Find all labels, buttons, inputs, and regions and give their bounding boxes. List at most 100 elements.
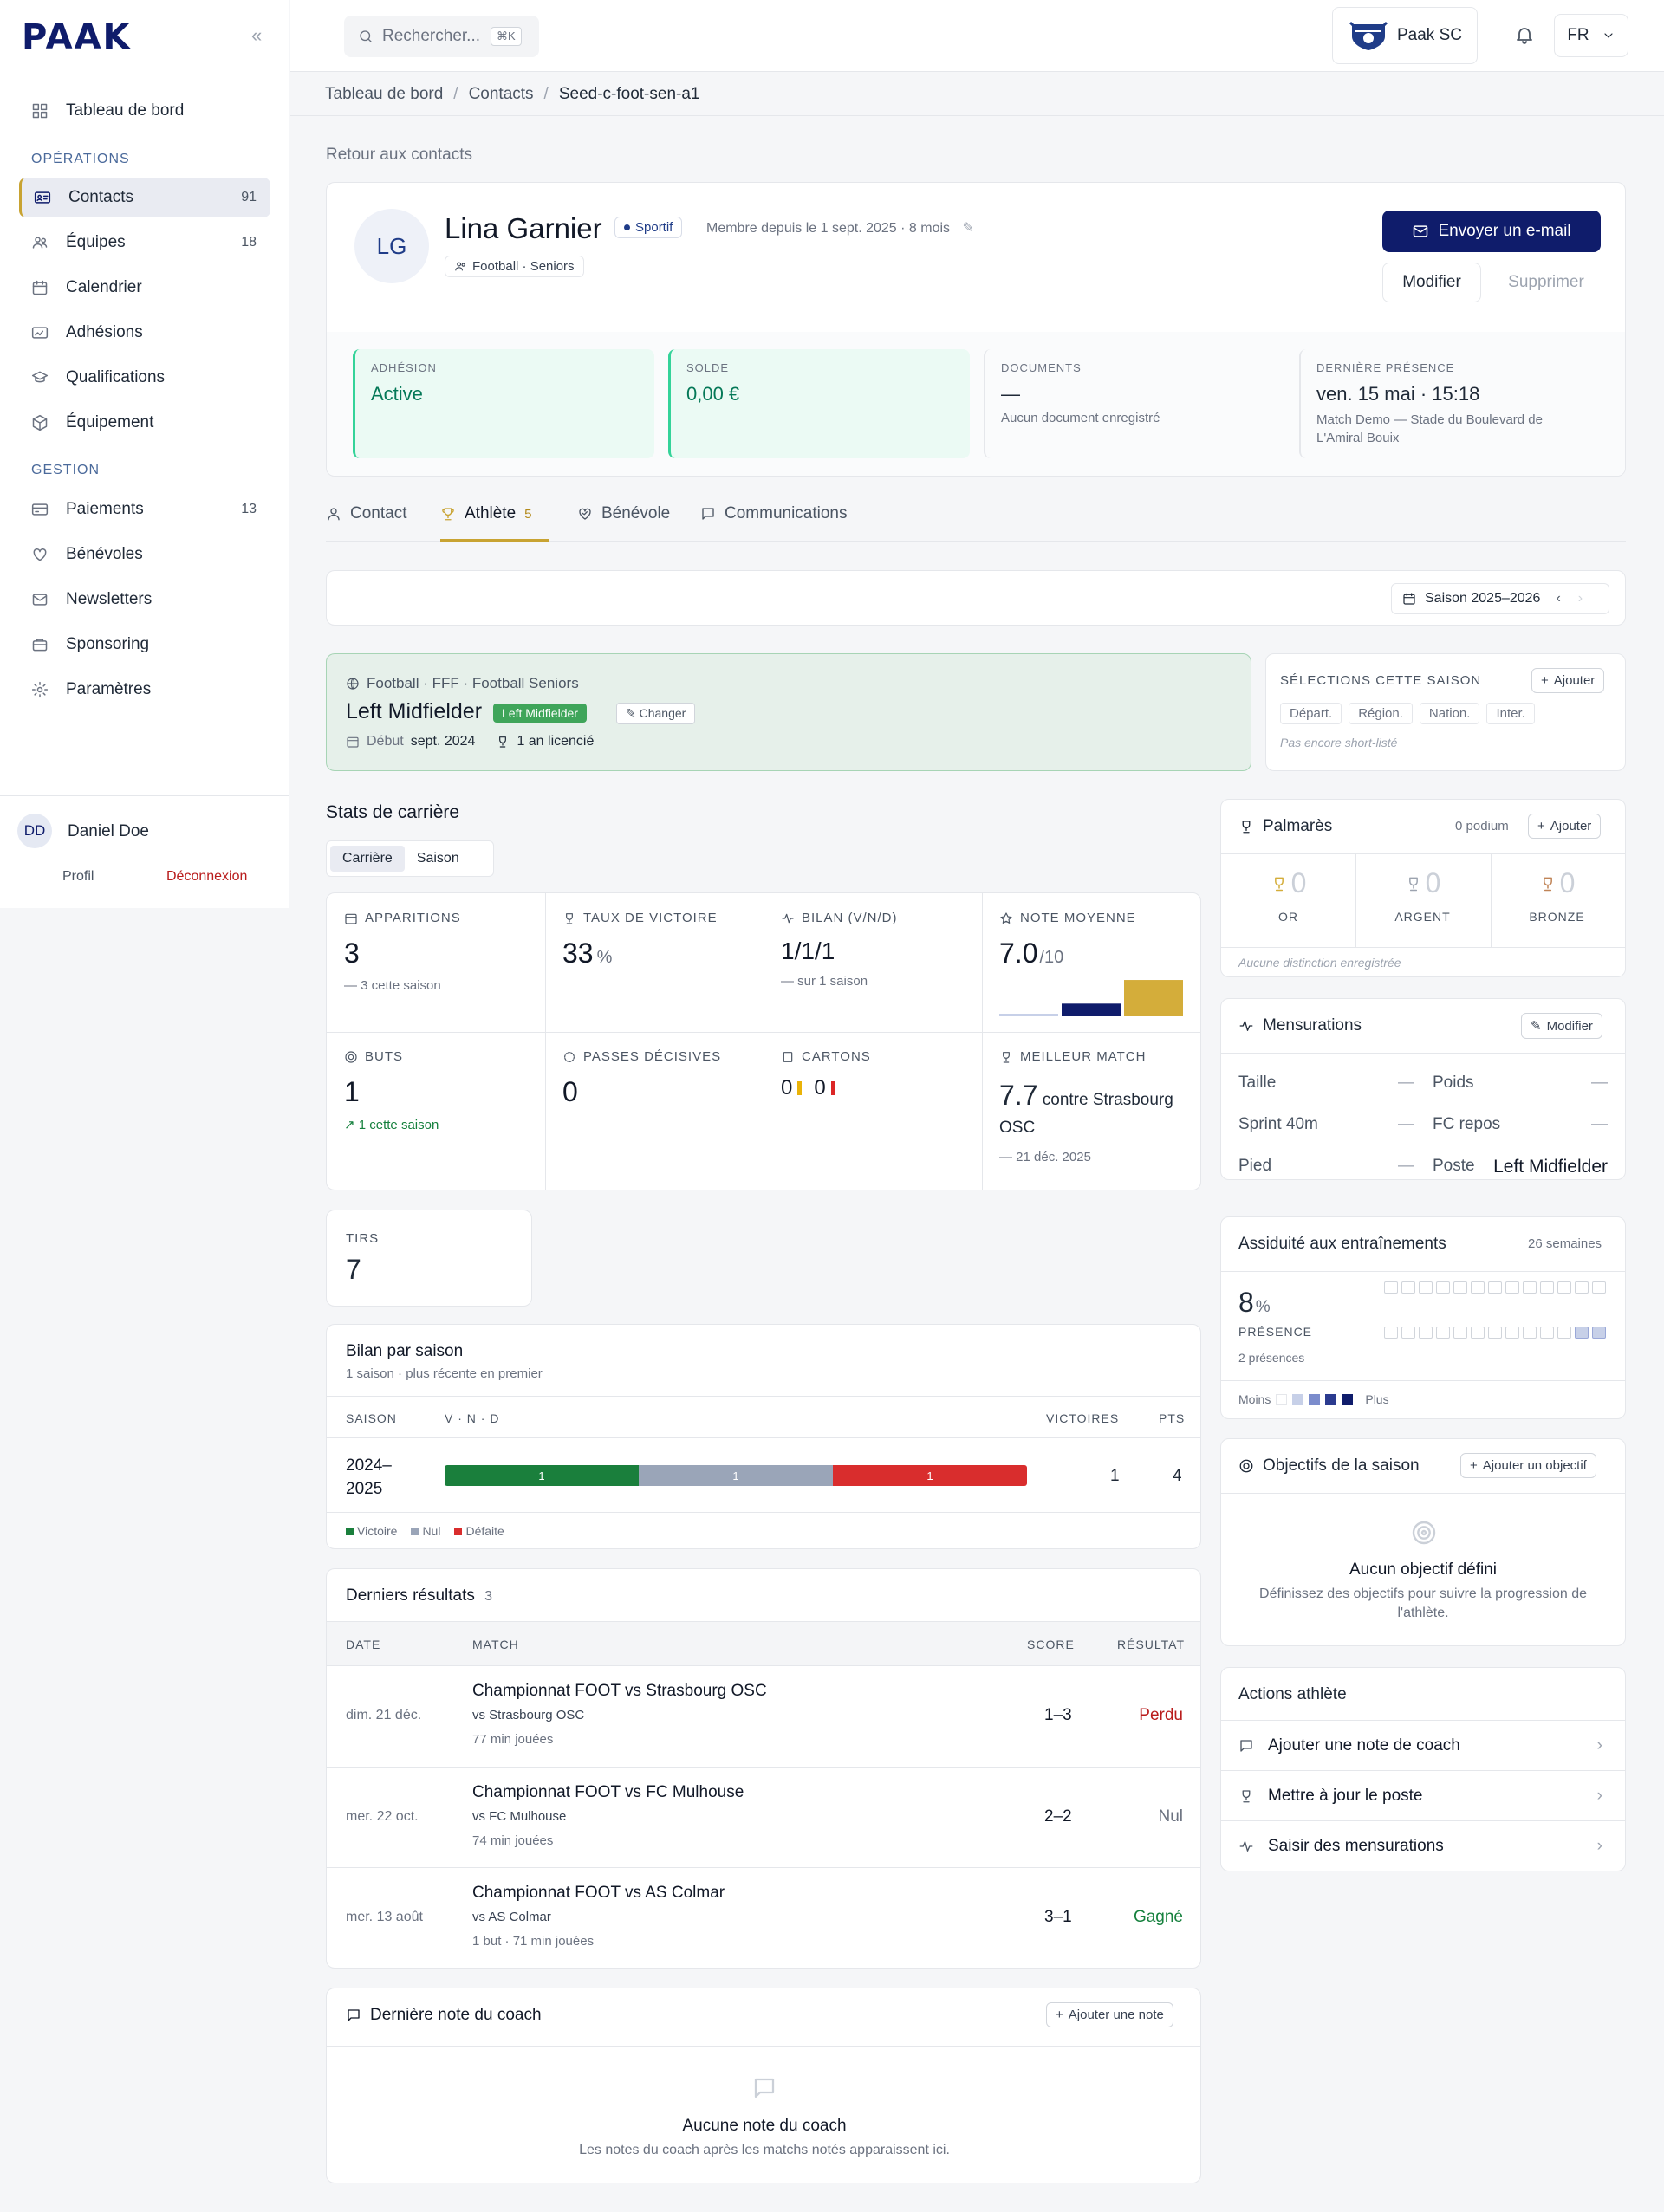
position-breadcrumb: Football · FFF · Football Seniors <box>346 675 579 692</box>
sidebar-item-qualifications[interactable]: Qualifications <box>19 358 270 398</box>
add-note-button[interactable]: + Ajouter une note <box>1046 2002 1173 2027</box>
add-palmares-button[interactable]: + Ajouter <box>1528 814 1602 839</box>
action-update-position[interactable]: Mettre à jour le poste › <box>1221 1770 1625 1820</box>
chip-departmental[interactable]: Départ. <box>1280 703 1342 724</box>
attendance-unit: % <box>1255 1298 1271 1316</box>
search-input[interactable]: Rechercher... ⌘K <box>344 16 539 57</box>
trophy-icon <box>1003 1051 1010 1063</box>
empty-subtitle: Définissez des objectifs pour suivre la … <box>1259 1586 1587 1620</box>
chip-regional[interactable]: Région. <box>1349 703 1413 724</box>
delete-button[interactable]: Supprimer <box>1492 263 1601 302</box>
action-enter-measurements[interactable]: Saisir des mensurations › <box>1221 1820 1625 1871</box>
sidebar-item-volunteers[interactable]: Bénévoles <box>19 535 270 574</box>
tab-label: Contact <box>350 504 407 522</box>
table-row[interactable]: mer. 22 oct. Championnat FOOT vs FC Mulh… <box>327 1767 1200 1867</box>
career-toggle: Carrière Saison <box>326 840 494 877</box>
draw-segment: 1 <box>639 1465 833 1486</box>
measure-label: Poste <box>1433 1157 1475 1175</box>
toggle-career[interactable]: Carrière <box>330 846 405 872</box>
profile-link[interactable]: Profil <box>62 869 94 884</box>
tab-communications[interactable]: Communications <box>700 504 848 523</box>
tab-volunteer[interactable]: Bénévole <box>577 504 670 523</box>
sidebar-item-sponsoring[interactable]: Sponsoring <box>19 625 270 665</box>
send-email-button[interactable]: Envoyer un e-mail <box>1382 211 1601 252</box>
chevron-left-icon[interactable]: ‹ <box>1556 591 1561 606</box>
table-row[interactable]: mer. 13 août Championnat FOOT vs AS Colm… <box>327 1867 1200 1968</box>
heatmap-cell <box>1540 1327 1554 1339</box>
stat-avg-rating: NOTE MOYENNE 7.0/10 <box>982 893 1200 1034</box>
sidebar-item-teams[interactable]: Équipes 18 <box>19 223 270 263</box>
season-selector[interactable]: Saison 2025–2026 ‹ › <box>1391 583 1609 614</box>
heatmap-cell <box>1488 1327 1502 1339</box>
attendance-sub: 2 présences <box>1238 1351 1305 1365</box>
sidebar-item-label: Newsletters <box>66 590 153 608</box>
team-chip[interactable]: Football · Seniors <box>445 256 584 277</box>
medal-value: 0 <box>1425 867 1441 898</box>
palmares-title: Palmarès <box>1263 817 1333 835</box>
action-label: Mettre à jour le poste <box>1268 1786 1423 1805</box>
add-objective-button[interactable]: + Ajouter un objectif <box>1460 1453 1596 1478</box>
result-score: 3–1 <box>1044 1908 1072 1926</box>
breadcrumb-contacts[interactable]: Contacts <box>468 84 534 103</box>
measurement-row: Taille — Poids — <box>1221 1074 1625 1108</box>
club-switcher[interactable]: Paak SC <box>1332 7 1478 64</box>
heatmap-cell <box>1540 1281 1554 1294</box>
gear-icon <box>31 681 49 698</box>
tab-athlete[interactable]: Athlète 5 <box>440 504 532 523</box>
activity-icon <box>782 913 794 923</box>
edit-measurements-button[interactable]: ✎ Modifier <box>1521 1013 1602 1039</box>
language-select[interactable]: FR <box>1554 14 1628 57</box>
section-title-operations: OPÉRATIONS <box>31 152 130 166</box>
points-value: 4 <box>1173 1467 1182 1485</box>
sidebar-item-label: Équipement <box>66 413 154 431</box>
breadcrumb-dashboard[interactable]: Tableau de bord <box>325 84 444 103</box>
back-to-contacts-link[interactable]: Retour aux contacts <box>326 146 472 164</box>
measures-title: Mensurations <box>1263 1016 1362 1035</box>
add-selection-button[interactable]: + Ajouter <box>1531 668 1605 693</box>
season-bar: Saison 2025–2026 ‹ › <box>326 570 1626 626</box>
action-add-coach-note[interactable]: Ajouter une note de coach › <box>1221 1720 1625 1770</box>
sidebar-item-equipment[interactable]: Équipement <box>19 403 270 443</box>
column-header: SCORE <box>1027 1638 1075 1651</box>
chevron-right-icon[interactable]: › <box>1577 591 1583 606</box>
avatar[interactable]: DD <box>17 814 52 848</box>
sidebar-item-newsletters[interactable]: Newsletters <box>19 580 270 619</box>
bell-icon[interactable] <box>1514 24 1535 45</box>
sidebar-item-settings[interactable]: Paramètres <box>19 670 270 710</box>
sidebar-item-payments[interactable]: Paiements 13 <box>19 490 270 529</box>
stat-label: APPARITIONS <box>365 911 461 925</box>
change-position-button[interactable]: ✎ Changer <box>616 703 696 724</box>
tab-contact[interactable]: Contact <box>326 504 406 523</box>
sidebar-item-label: Paramètres <box>66 680 152 698</box>
table-row[interactable]: dim. 21 déc. Championnat FOOT vs Strasbo… <box>327 1666 1200 1767</box>
sidebar-item-dashboard[interactable]: Tableau de bord <box>19 91 270 131</box>
stat-appearances: APPARITIONS 3 — 3 cette saison <box>327 893 545 1010</box>
edit-button[interactable]: Modifier <box>1382 263 1481 302</box>
collapse-sidebar-icon[interactable]: « <box>251 24 263 46</box>
heatmap-cell <box>1419 1281 1433 1294</box>
chip-international[interactable]: Inter. <box>1486 703 1535 724</box>
pencil-icon[interactable]: ✎ <box>962 221 974 236</box>
avatar: LG <box>354 209 429 283</box>
card-title: Actions athlète <box>1238 1685 1347 1703</box>
athlete-actions-card: Actions athlète Ajouter une note de coac… <box>1220 1667 1626 1871</box>
logout-link[interactable]: Déconnexion <box>166 869 248 884</box>
sidebar-item-contacts[interactable]: Contacts 91 <box>19 178 270 217</box>
breadcrumb-current: Seed-c-foot-sen-a1 <box>558 84 700 103</box>
graduation-cap-icon <box>31 371 49 383</box>
trophy-icon <box>1408 877 1418 891</box>
chip-national[interactable]: Nation. <box>1419 703 1480 724</box>
profile-card: LG Lina Garnier Sportif Membre depuis le… <box>326 182 1626 477</box>
sidebar-item-memberships[interactable]: Adhésions <box>19 313 270 353</box>
calendar-icon <box>1403 593 1415 605</box>
heatmap-cell <box>1557 1327 1571 1339</box>
stat-value: 0,00 € <box>686 383 740 405</box>
sidebar-item-calendar[interactable]: Calendrier <box>19 268 270 308</box>
rating-bar <box>1124 980 1183 1016</box>
toggle-season[interactable]: Saison <box>416 851 459 866</box>
stat-sub: 1 cette saison <box>358 1118 439 1132</box>
measure-value: — <box>1398 1115 1414 1133</box>
paak-logo[interactable]: PAAK <box>22 17 132 57</box>
club-crest-icon <box>1349 21 1388 50</box>
badge-label: Sportif <box>635 220 673 235</box>
